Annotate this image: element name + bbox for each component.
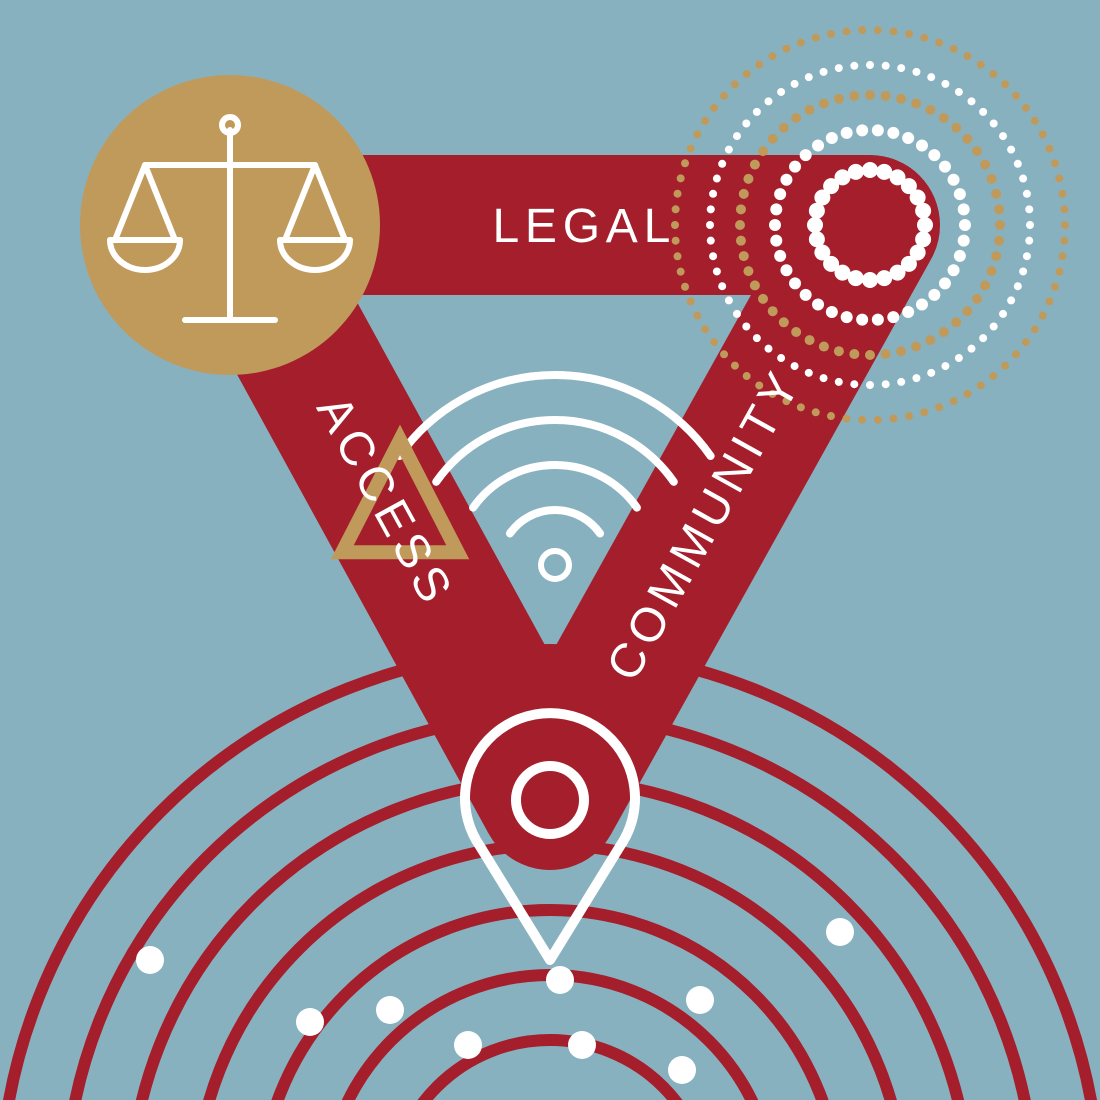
radar-dot	[568, 1031, 596, 1059]
radar-dot	[686, 986, 714, 1014]
radar-dot	[376, 996, 404, 1024]
radar-dot	[668, 1056, 696, 1084]
radar-dot	[296, 1008, 324, 1036]
radar-dot	[136, 946, 164, 974]
radar-dot	[546, 966, 574, 994]
radar-dot	[826, 918, 854, 946]
label-top: LEGAL	[492, 200, 676, 253]
scales-badge	[80, 75, 380, 375]
radar-dot	[454, 1031, 482, 1059]
